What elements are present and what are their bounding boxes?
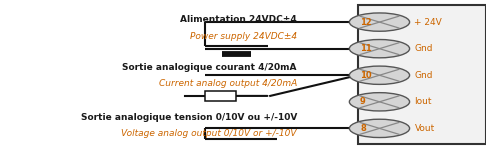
Text: Voltage analog output 0/10V or +/-10V: Voltage analog output 0/10V or +/-10V	[121, 129, 297, 138]
Text: Gnd: Gnd	[414, 71, 433, 80]
Text: Power supply 24VDC±4: Power supply 24VDC±4	[190, 32, 297, 41]
Text: 9: 9	[360, 97, 366, 106]
Circle shape	[349, 119, 410, 138]
Circle shape	[349, 13, 410, 31]
Text: Alimentation 24VDC±4: Alimentation 24VDC±4	[180, 15, 297, 24]
Text: Iout: Iout	[414, 97, 432, 106]
Text: + 24V: + 24V	[414, 18, 442, 27]
Text: Sortie analogique tension 0/10V ou +/-10V: Sortie analogique tension 0/10V ou +/-10…	[80, 113, 297, 122]
Text: 11: 11	[360, 44, 372, 53]
Text: Sortie analogique courant 4/20mA: Sortie analogique courant 4/20mA	[122, 63, 297, 72]
Bar	[205, 91, 236, 101]
Circle shape	[349, 39, 410, 58]
Text: Gnd: Gnd	[414, 44, 433, 53]
Text: 10: 10	[360, 71, 372, 80]
Bar	[357, 5, 487, 144]
Text: 12: 12	[360, 18, 372, 27]
Text: Vout: Vout	[414, 124, 435, 133]
Text: Current analog output 4/20mA: Current analog output 4/20mA	[159, 79, 297, 88]
Circle shape	[349, 66, 410, 84]
Circle shape	[349, 93, 410, 111]
Text: 8: 8	[360, 124, 366, 133]
